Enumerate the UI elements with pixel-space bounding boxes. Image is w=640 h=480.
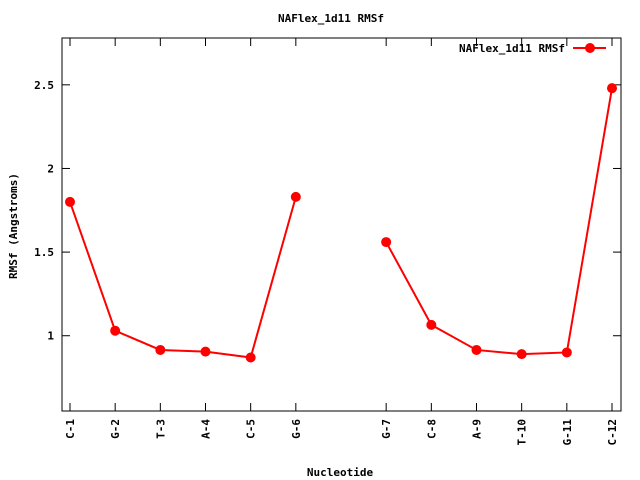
legend-marker (585, 43, 595, 53)
data-point (426, 319, 437, 330)
legend: NAFlex_1d11 RMSf (459, 42, 606, 55)
data-point (290, 191, 301, 202)
x-axis: C-1 G-2 T-3 A-4 C-5 G-6 G-7 C-8 A-9 T-10 G-11 C-12 (64, 38, 619, 446)
x-tick-label: T-3 (154, 419, 167, 439)
x-tick-label: C-12 (606, 419, 619, 446)
y-tick-label: 1 (47, 330, 54, 343)
data-point (110, 325, 121, 336)
x-tick-label: C-5 (245, 419, 258, 439)
series-line (69, 196, 297, 359)
series-line (385, 88, 613, 356)
x-axis-label: Nucleotide (307, 466, 374, 479)
y-tick-label: 2.5 (34, 79, 54, 92)
x-tick-label: A-4 (200, 419, 213, 439)
data-point (471, 344, 482, 355)
series-group (65, 83, 617, 363)
data-point (516, 349, 527, 360)
data-point (65, 196, 75, 207)
data-point (607, 83, 617, 94)
x-tick-label: T-10 (516, 419, 529, 446)
x-tick-label: C-1 (64, 419, 77, 439)
plot-frame (61, 37, 622, 412)
y-axis-label: RMSf (Angstroms) (7, 173, 20, 279)
data-point (200, 346, 211, 357)
legend-label: NAFlex_1d11 RMSf (459, 42, 565, 55)
x-tick-label: G-6 (290, 419, 303, 439)
chart-title: NAFlex_1d11 RMSf (278, 12, 384, 25)
x-tick-label: G-2 (109, 419, 122, 439)
x-tick-label: A-9 (471, 419, 484, 439)
x-tick-label: G-7 (380, 419, 393, 439)
data-point (155, 344, 166, 355)
y-axis: 1 1.5 2 2.5 (34, 79, 621, 343)
x-tick-label: C-8 (425, 419, 438, 439)
data-point (381, 237, 392, 248)
x-tick-label: G-11 (561, 419, 574, 446)
y-tick-label: 2 (47, 162, 54, 175)
data-point (561, 347, 572, 358)
y-tick-label: 1.5 (34, 246, 54, 259)
data-point (245, 352, 256, 363)
